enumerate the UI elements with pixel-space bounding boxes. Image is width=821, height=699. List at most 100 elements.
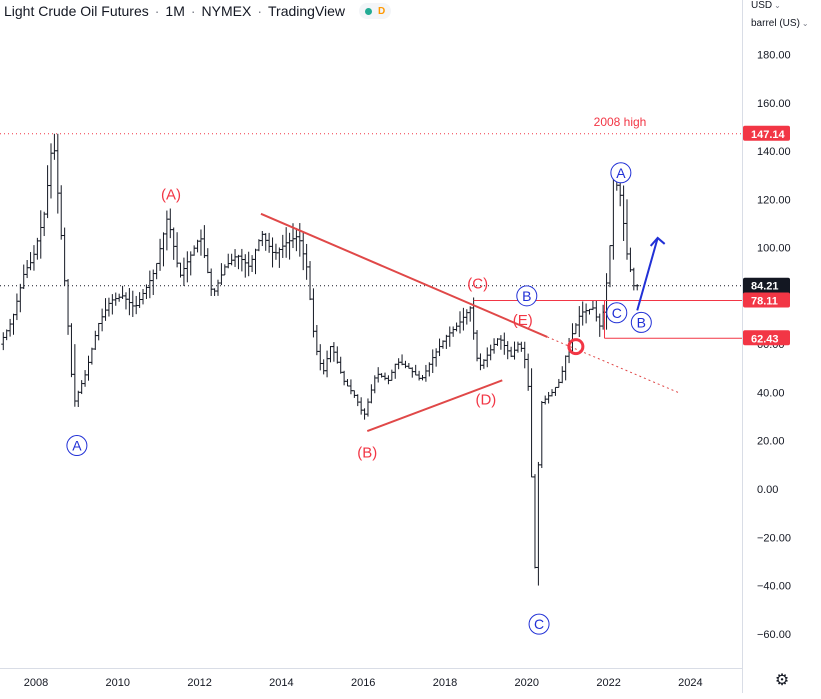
price-bar [161,232,166,267]
wave-label-text: B [522,288,531,304]
price-bar [379,373,384,378]
unit-selector[interactable]: barrel (US) ⌄ [751,18,809,29]
price-bar [635,284,640,291]
wave-label-text: C [534,616,544,632]
price-bar [386,375,391,385]
price-bar [621,185,626,241]
price-bar [376,367,381,383]
price-bar [389,369,394,381]
price-bar [342,370,347,386]
price-bar [171,227,176,260]
price-bar [297,223,302,257]
data-status-badge[interactable]: D [359,3,392,19]
price-bar [430,349,435,373]
interval-label[interactable]: 1M [165,3,185,19]
time-tick-label: 2020 [515,677,539,689]
price-bar [539,401,544,469]
price-bar [25,259,30,279]
price-bar [396,358,401,370]
chevron-down-icon: ⌄ [774,1,781,10]
price-bar [236,254,241,270]
currency-selector[interactable]: USD ⌄ [751,0,781,11]
price-bar [597,313,602,337]
price-bar [120,285,125,300]
price-bar [488,344,493,361]
price-bar [311,288,316,338]
price-bar [454,322,459,332]
time-axis[interactable]: 2008 2010 2012 2014 2016 2018 2020 2022 2024 [0,668,742,693]
price-bar [21,264,26,289]
price-bar [86,355,91,381]
upper-trendline [260,212,548,338]
price-bar [417,370,422,381]
price-bar [216,279,221,296]
price-bar [192,245,197,256]
price-bar [607,245,612,288]
price-bar [406,362,411,369]
price-bar [512,341,517,360]
price-bar [280,234,285,258]
price-bar [434,348,439,367]
price-bar [447,326,452,347]
price-bar [355,394,360,407]
price-tag [743,330,790,346]
wave-label-red: (E) [513,312,533,329]
price-tick-label: 0.00 [757,484,778,496]
price-bar [100,308,105,332]
price-bar [42,211,47,237]
price-bar [83,370,88,387]
price-bar [365,398,370,417]
price-bar [103,298,108,321]
wave-circle [528,613,550,635]
time-tick-label: 2016 [351,677,375,689]
ohlc-bars [1,133,640,586]
price-bar [536,461,541,586]
price-tag-label: 78.11 [751,295,778,307]
price-bar [550,389,555,397]
price-bar [284,227,289,258]
price-bar [556,378,561,388]
symbol-name[interactable]: Light Crude Oil Futures [4,3,149,19]
price-bar [93,330,98,350]
price-bar [14,293,19,321]
price-bar [62,227,67,286]
price-bar [72,344,77,407]
chart-area[interactable]: 2008 high (A) (B) (C) (D) (E) A C C A B B Light Cru… [0,0,742,668]
price-bar [69,323,74,378]
time-tick-label: 2012 [187,677,211,689]
price-bar [219,263,224,286]
wave-circle [516,285,538,307]
wave-label-blue: C [528,613,550,635]
wave-circle [630,311,652,333]
price-bar [130,290,135,317]
price-chart[interactable]: 2008 high (A) (B) (C) (D) (E) A C C A B B [0,0,742,668]
price-bar [52,133,57,160]
price-bar [287,232,292,260]
price-bar [301,231,306,271]
price-bar [461,307,466,331]
delayed-indicator: D [378,5,386,17]
price-bar [59,185,64,240]
price-bar [393,363,398,379]
price-bar [352,390,357,398]
price-bar [158,238,163,271]
price-bar [8,318,13,337]
price-bar [164,210,169,251]
title-separator: · [190,3,196,19]
gear-icon[interactable]: ⚙ [774,672,790,689]
price-bar [573,323,578,335]
price-bar [106,297,111,317]
price-bar [308,261,313,301]
time-tick-label: 2014 [269,677,293,689]
price-bar [590,300,595,311]
price-bar [413,364,418,376]
price-bar [498,335,503,350]
price-tick-label: 100.00 [757,243,791,255]
price-tick-label: 160.00 [757,98,791,110]
price-bar [48,143,53,199]
price-bar [372,375,377,394]
price-axis[interactable]: USD ⌄ barrel (US) ⌄ 180.00 160.00 140.00 120.… [742,0,821,693]
price-tick-label: −20.00 [757,532,791,544]
price-bar [359,397,364,415]
price-bar [243,254,248,278]
